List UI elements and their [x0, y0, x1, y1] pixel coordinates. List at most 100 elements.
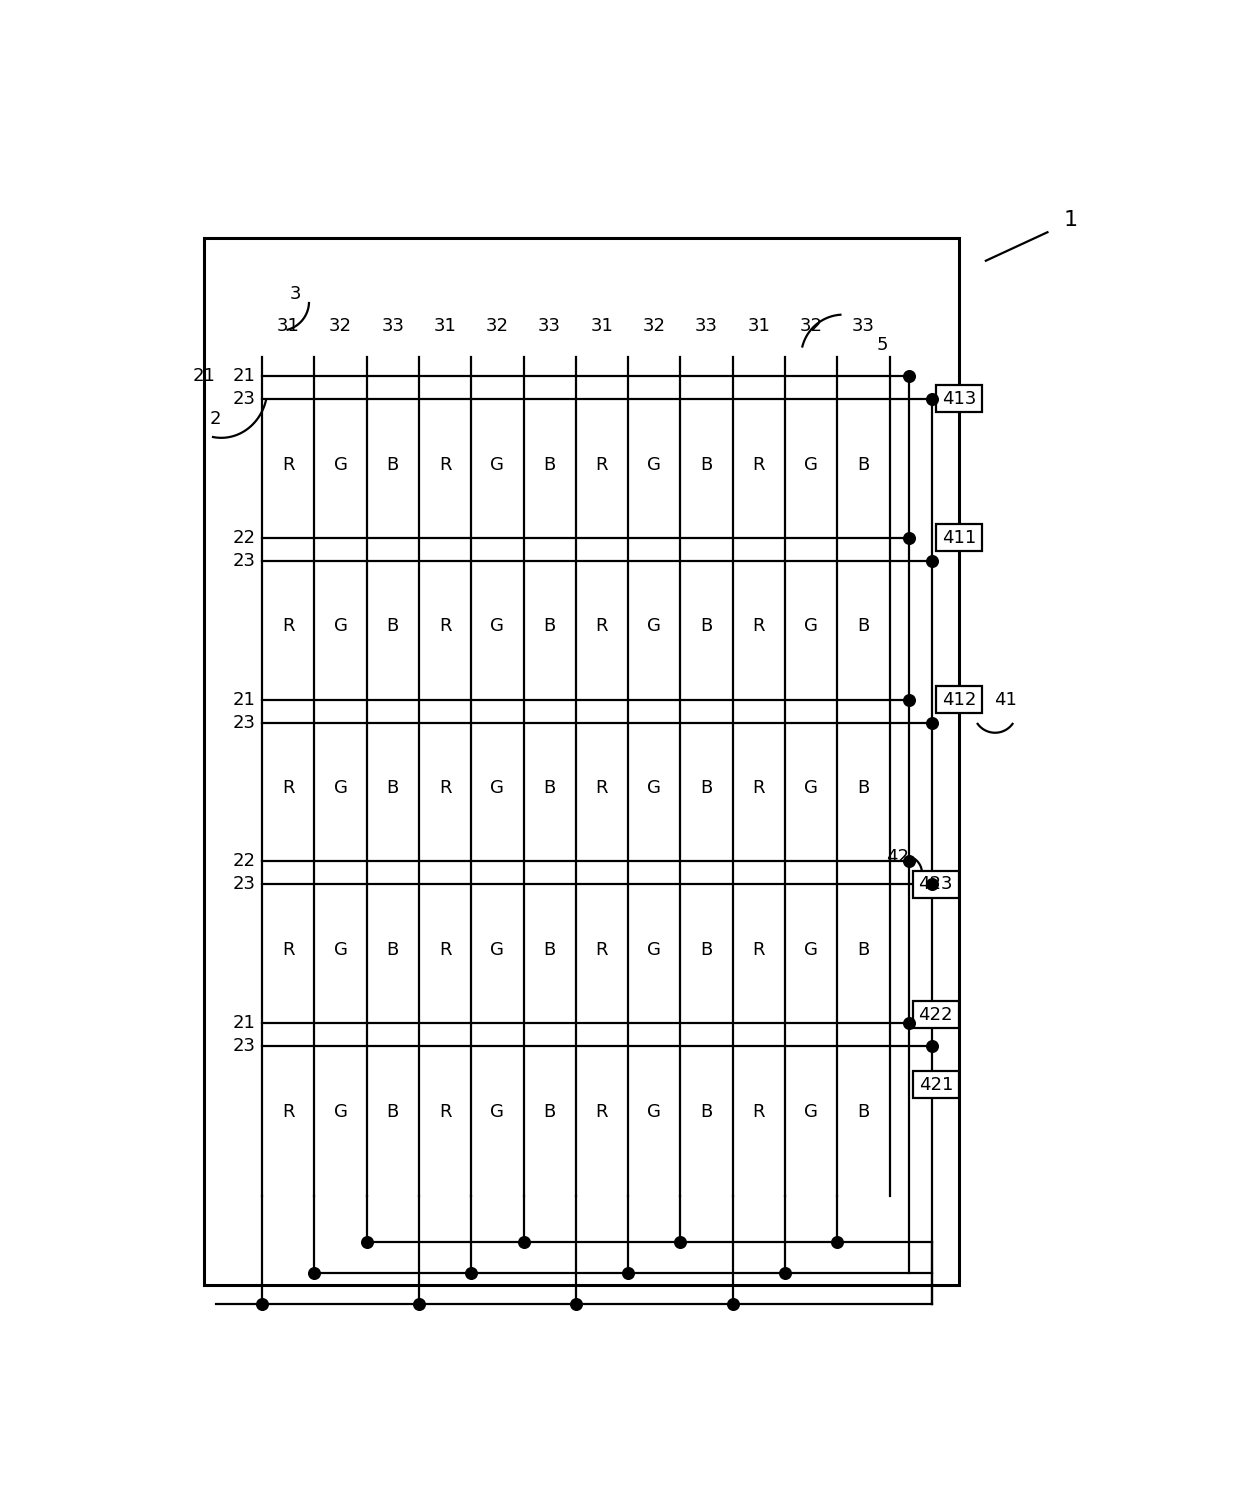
- Text: R: R: [753, 941, 765, 959]
- Text: B: B: [857, 456, 869, 474]
- Text: 32: 32: [800, 318, 822, 336]
- Text: 423: 423: [919, 875, 954, 893]
- Text: 31: 31: [590, 318, 614, 336]
- Text: B: B: [701, 618, 713, 636]
- Text: G: G: [491, 941, 505, 959]
- Text: B: B: [543, 779, 556, 797]
- Text: R: R: [439, 779, 451, 797]
- Text: B: B: [701, 456, 713, 474]
- Text: G: G: [491, 618, 505, 636]
- Point: [409, 1292, 429, 1316]
- Text: 413: 413: [941, 390, 976, 408]
- Text: 422: 422: [919, 1006, 954, 1024]
- Text: 5: 5: [877, 336, 888, 354]
- Text: 23: 23: [233, 875, 255, 893]
- Bar: [205, 238, 959, 1285]
- Point: [899, 688, 919, 712]
- Text: R: R: [753, 1103, 765, 1121]
- Text: 32: 32: [329, 318, 352, 336]
- Text: R: R: [439, 1103, 451, 1121]
- Text: G: G: [647, 1103, 661, 1121]
- Text: 23: 23: [233, 552, 255, 570]
- Text: 21: 21: [193, 367, 216, 385]
- Text: G: G: [334, 1103, 347, 1121]
- Point: [357, 1231, 377, 1255]
- Bar: [936, 525, 982, 552]
- Point: [923, 1034, 942, 1058]
- Point: [252, 1292, 272, 1316]
- Text: G: G: [647, 941, 661, 959]
- Text: R: R: [439, 941, 451, 959]
- Text: G: G: [334, 618, 347, 636]
- Text: 1: 1: [1064, 210, 1078, 229]
- Text: 33: 33: [696, 318, 718, 336]
- Text: R: R: [595, 779, 609, 797]
- Text: G: G: [334, 779, 347, 797]
- Text: 412: 412: [941, 691, 976, 709]
- Text: G: G: [805, 941, 818, 959]
- Text: G: G: [491, 1103, 505, 1121]
- Text: B: B: [387, 456, 399, 474]
- Text: 21: 21: [233, 1013, 255, 1031]
- Point: [723, 1292, 743, 1316]
- Text: 3: 3: [289, 285, 301, 303]
- Point: [827, 1231, 847, 1255]
- Text: 31: 31: [434, 318, 456, 336]
- Point: [899, 1010, 919, 1034]
- Text: R: R: [753, 779, 765, 797]
- Bar: [913, 871, 959, 898]
- Text: 33: 33: [538, 318, 562, 336]
- Point: [619, 1261, 639, 1285]
- Text: G: G: [805, 456, 818, 474]
- Text: R: R: [439, 456, 451, 474]
- Point: [923, 549, 942, 573]
- Text: R: R: [753, 456, 765, 474]
- Text: 2: 2: [210, 409, 222, 427]
- Text: B: B: [857, 941, 869, 959]
- Text: B: B: [387, 779, 399, 797]
- Text: 42: 42: [885, 848, 909, 866]
- Text: G: G: [491, 779, 505, 797]
- Text: G: G: [647, 456, 661, 474]
- Text: G: G: [334, 941, 347, 959]
- Text: R: R: [281, 618, 294, 636]
- Point: [899, 364, 919, 388]
- Text: R: R: [595, 941, 609, 959]
- Text: B: B: [543, 618, 556, 636]
- Text: 421: 421: [919, 1076, 954, 1094]
- Text: 32: 32: [642, 318, 666, 336]
- Text: B: B: [387, 941, 399, 959]
- Text: B: B: [701, 941, 713, 959]
- Text: B: B: [387, 1103, 399, 1121]
- Text: R: R: [281, 779, 294, 797]
- Bar: [936, 385, 982, 412]
- Point: [775, 1261, 795, 1285]
- Text: B: B: [701, 779, 713, 797]
- Text: B: B: [857, 1103, 869, 1121]
- Text: 31: 31: [277, 318, 300, 336]
- Text: 22: 22: [233, 853, 255, 871]
- Text: G: G: [334, 456, 347, 474]
- Text: B: B: [543, 1103, 556, 1121]
- Text: G: G: [491, 456, 505, 474]
- Text: G: G: [805, 618, 818, 636]
- Point: [923, 387, 942, 411]
- Text: R: R: [595, 1103, 609, 1121]
- Point: [461, 1261, 481, 1285]
- Text: 23: 23: [233, 714, 255, 732]
- Text: 33: 33: [381, 318, 404, 336]
- Text: G: G: [805, 779, 818, 797]
- Text: R: R: [753, 618, 765, 636]
- Text: 41: 41: [993, 691, 1017, 709]
- Text: R: R: [281, 456, 294, 474]
- Text: B: B: [701, 1103, 713, 1121]
- Point: [513, 1231, 533, 1255]
- Point: [565, 1292, 585, 1316]
- Text: 21: 21: [233, 367, 255, 385]
- Point: [305, 1261, 325, 1285]
- Text: R: R: [595, 456, 609, 474]
- Text: 23: 23: [233, 390, 255, 408]
- Point: [899, 526, 919, 550]
- Text: R: R: [281, 941, 294, 959]
- Point: [671, 1231, 691, 1255]
